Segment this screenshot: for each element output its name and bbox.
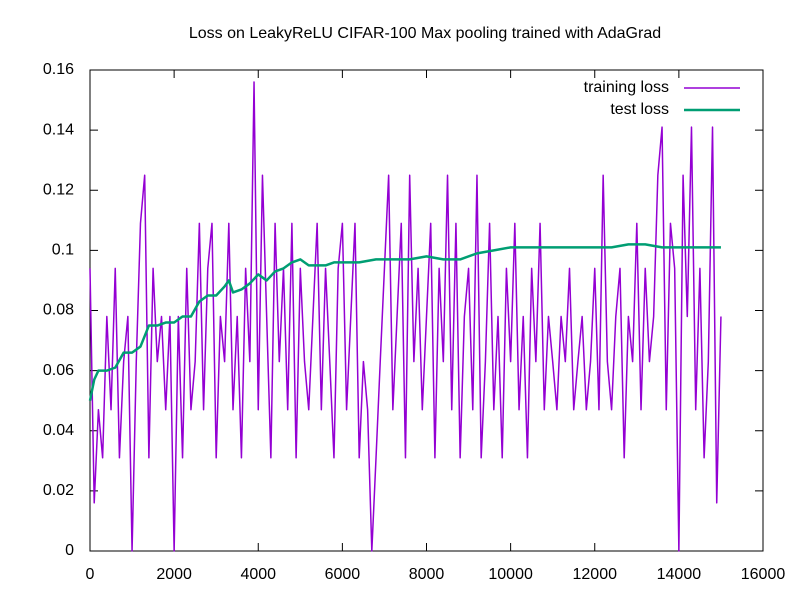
x-tick-label: 12000 [573, 566, 618, 583]
chart-title: Loss on LeakyReLU CIFAR-100 Max pooling … [189, 25, 661, 42]
x-tick-label: 8000 [409, 566, 445, 583]
y-tick-label: 0.12 [43, 181, 74, 198]
x-tick-label: 10000 [488, 566, 533, 583]
y-tick-label: 0.06 [43, 362, 74, 379]
y-tick-label: 0.04 [43, 422, 74, 439]
x-tick-label: 4000 [240, 566, 276, 583]
legend-label: test loss [610, 101, 669, 118]
series-line [88, 243, 721, 401]
y-tick-label: 0.1 [52, 242, 74, 259]
y-tick-label: 0.02 [43, 482, 74, 499]
x-tick-label: 2000 [156, 566, 192, 583]
y-tick-label: 0.16 [43, 61, 74, 78]
x-tick-label: 0 [86, 566, 95, 583]
x-tick-label: 16000 [741, 566, 786, 583]
y-tick-label: 0 [65, 542, 74, 559]
y-tick-label: 0.14 [43, 121, 74, 138]
x-tick-label: 6000 [325, 566, 361, 583]
series-line [89, 81, 722, 552]
x-tick-label: 14000 [657, 566, 702, 583]
legend-label: training loss [584, 79, 669, 96]
y-tick-label: 0.08 [43, 302, 74, 319]
